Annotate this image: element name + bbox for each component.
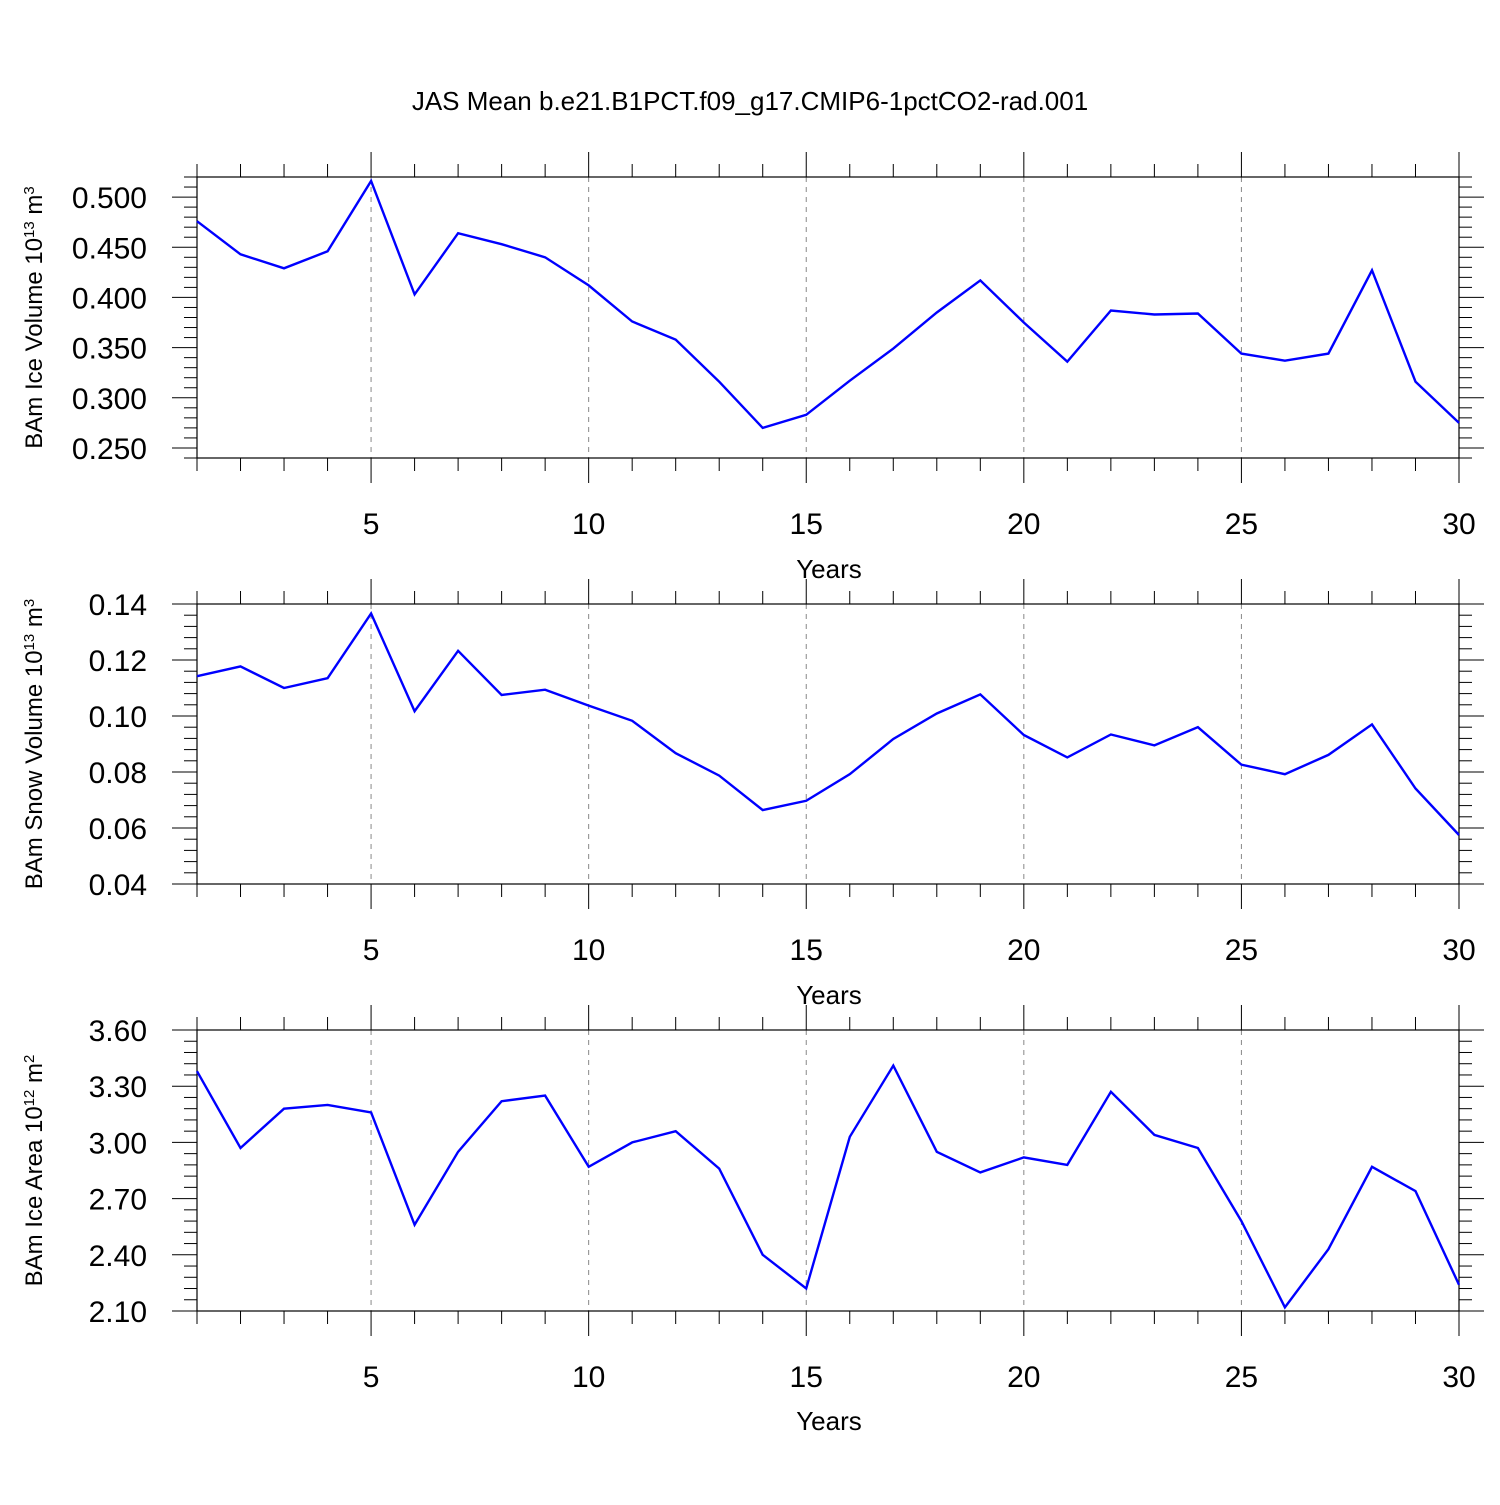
y-axis-label-superscript: 12 [21, 1090, 38, 1107]
y-axis-label-superscript: 13 [21, 221, 38, 238]
y-tick-label: 2.40 [89, 1240, 147, 1273]
y-tick-label: 0.14 [89, 589, 147, 622]
y-tick-label: 2.10 [89, 1296, 147, 1329]
y-axis-label-superscript: 13 [21, 634, 38, 651]
y-axis-label: BAm Ice Volume 1013 m3 [21, 186, 48, 448]
x-tick-label: 20 [1007, 934, 1040, 967]
y-tick-label: 3.30 [89, 1071, 147, 1104]
y-axis-label-part: BAm Ice Volume 10 [21, 238, 48, 449]
y-axis-label-superscript: 3 [21, 186, 38, 194]
x-tick-label: 20 [1007, 1361, 1040, 1394]
y-tick-label: 3.00 [89, 1127, 147, 1160]
y-axis-label-superscript: 2 [21, 1055, 38, 1063]
x-tick-label: 15 [790, 508, 823, 541]
series-line [197, 614, 1459, 836]
x-tick-label: 5 [363, 934, 380, 967]
y-tick-label: 0.400 [72, 282, 147, 315]
y-axis-label-part: m [21, 1063, 48, 1090]
y-axis-label: BAm Snow Volume 1013 m3 [21, 599, 48, 890]
figure-title: JAS Mean b.e21.B1PCT.f09_g17.CMIP6-1pctC… [0, 86, 1500, 117]
series-line [197, 1066, 1459, 1308]
y-tick-label: 2.70 [89, 1184, 147, 1217]
x-tick-label: 30 [1442, 1361, 1475, 1394]
x-tick-label: 10 [572, 1361, 605, 1394]
y-tick-label: 0.08 [89, 757, 147, 790]
x-tick-label: 25 [1225, 508, 1258, 541]
x-tick-label: 10 [572, 934, 605, 967]
y-axis-label-part: BAm Snow Volume 10 [21, 650, 48, 889]
y-axis-label-part: m [21, 607, 48, 634]
x-tick-label: 15 [790, 934, 823, 967]
y-tick-label: 0.450 [72, 232, 147, 265]
y-tick-label: 0.350 [72, 333, 147, 366]
x-tick-label: 15 [790, 1361, 823, 1394]
y-axis-label-superscript: 3 [21, 599, 38, 607]
x-tick-label: 25 [1225, 934, 1258, 967]
y-tick-label: 0.300 [72, 383, 147, 416]
x-tick-label: 10 [572, 508, 605, 541]
y-axis-label-part: m [21, 195, 48, 222]
x-tick-label: 5 [363, 1361, 380, 1394]
series-line [197, 181, 1459, 428]
y-tick-label: 3.60 [89, 1015, 147, 1048]
x-tick-label: 30 [1442, 934, 1475, 967]
y-tick-label: 0.250 [72, 433, 147, 466]
x-tick-label: 20 [1007, 508, 1040, 541]
x-tick-label: 25 [1225, 1361, 1258, 1394]
plot-frame [197, 1030, 1459, 1311]
y-tick-label: 0.12 [89, 645, 147, 678]
x-tick-label: 5 [363, 508, 380, 541]
y-axis-label-part: BAm Ice Area 10 [21, 1106, 48, 1286]
y-tick-label: 0.04 [89, 869, 147, 902]
y-axis-label: BAm Ice Area 1012 m2 [21, 1055, 48, 1287]
x-axis-label: Years [796, 1406, 862, 1436]
y-tick-label: 0.10 [89, 701, 147, 734]
y-tick-label: 0.06 [89, 813, 147, 846]
x-tick-label: 30 [1442, 508, 1475, 541]
panel-3: 5 10 15 20 25 30 Years 2.10 2.40 2.70 3.00 3.30 3.60… [21, 1005, 1484, 1436]
y-tick-label: 0.500 [72, 182, 147, 215]
